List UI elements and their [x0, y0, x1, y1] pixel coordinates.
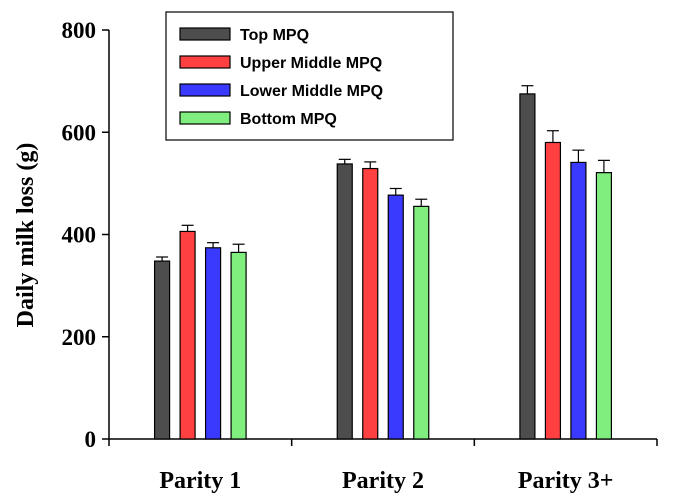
bar [413, 205, 430, 440]
error-bars [156, 85, 610, 262]
bar [387, 194, 404, 440]
y-tick-label: 200 [62, 325, 97, 350]
y-axis-title: Daily milk loss (g) [13, 143, 39, 328]
bar [230, 251, 247, 440]
bar [544, 141, 562, 440]
legend-label: Bottom MPQ [240, 111, 337, 128]
bars [153, 93, 613, 440]
y-tick-label: 800 [62, 18, 97, 43]
y-ticks: 0 200 400 600 800 [62, 18, 109, 452]
bar [204, 247, 222, 440]
y-tick-label: 0 [85, 427, 97, 452]
bar [362, 167, 379, 440]
x-category-label: Parity 2 [342, 468, 424, 494]
bar [153, 260, 171, 440]
x-ticks: Parity 1 Parity 2 Parity 3+ [108, 439, 658, 494]
y-tick-label: 400 [62, 223, 97, 248]
legend-swatch [179, 55, 231, 69]
legend-swatch [179, 27, 231, 41]
legend: Top MPQ Upper Middle MPQ Lower Middle MPQ B… [165, 11, 454, 141]
bar [336, 163, 353, 440]
bar [179, 230, 196, 440]
legend-label: Top MPQ [240, 27, 309, 44]
y-tick-label: 600 [62, 120, 97, 145]
bar [570, 161, 587, 440]
legend-swatch [179, 83, 231, 97]
legend-swatch [179, 111, 231, 125]
x-category-label: Parity 3+ [518, 468, 614, 494]
bar [595, 172, 613, 440]
legend-label: Lower Middle MPQ [240, 83, 383, 100]
legend-label: Upper Middle MPQ [240, 55, 382, 72]
x-category-label: Parity 1 [159, 468, 241, 494]
bar [519, 93, 536, 440]
